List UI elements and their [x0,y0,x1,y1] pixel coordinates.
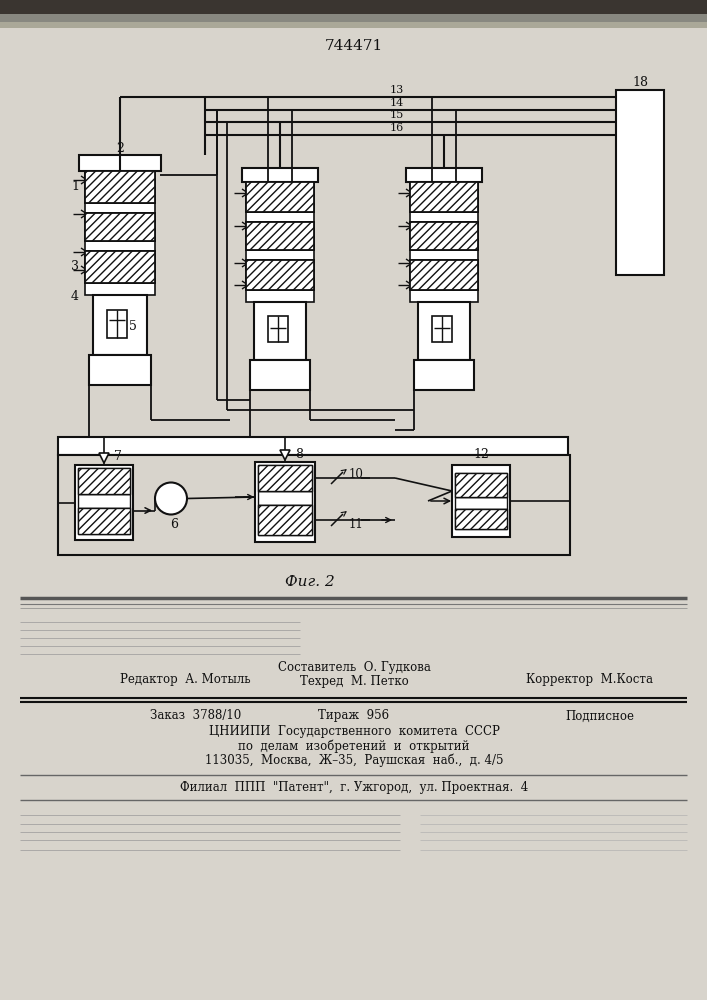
Bar [410,222,478,250]
Bar [410,290,478,302]
Bar [78,468,130,494]
Bar [78,494,130,508]
Text: ЦНИИПИ  Государственного  комитета  СССР: ЦНИИПИ Государственного комитета СССР [209,726,499,738]
Bar [107,310,127,338]
Bar [0,14,707,22]
Bar [410,182,478,212]
Text: 2: 2 [116,142,124,155]
Bar [410,260,478,290]
Bar [410,250,478,260]
Text: 113035,  Москва,  Ж–35,  Раушская  наб.,  д. 4/5: 113035, Москва, Ж–35, Раушская наб., д. … [205,753,503,767]
Bar [85,171,155,203]
Bar [0,22,707,28]
Text: Корректор  М.Коста: Корректор М.Коста [527,674,653,686]
Text: 6: 6 [170,518,178,531]
Text: 18: 18 [632,77,648,90]
Text: по  делам  изобретений  и  открытий: по делам изобретений и открытий [238,739,469,753]
Text: Редактор  А. Мотыль: Редактор А. Мотыль [120,674,250,686]
Text: Подписное: Подписное [565,710,634,722]
Bar [85,203,155,213]
Text: 15: 15 [390,110,404,120]
Bar [242,168,318,182]
Text: Фиг. 2: Фиг. 2 [285,575,335,589]
Bar [258,505,312,535]
Bar [616,90,664,275]
Bar [85,213,155,241]
Text: 14: 14 [390,98,404,108]
Bar [0,0,707,14]
Bar [85,283,155,295]
Text: Составитель  О. Гудкова: Составитель О. Гудкова [278,662,431,674]
Circle shape [155,483,187,514]
Bar [410,212,478,222]
Bar [246,250,314,260]
Text: 5: 5 [129,320,137,332]
Bar [246,182,314,212]
Text: 3: 3 [71,260,79,273]
Text: Филиал  ППП  "Патент",  г. Ужгород,  ул. Проектная.  4: Филиал ППП "Патент", г. Ужгород, ул. Про… [180,782,528,794]
Bar [258,465,312,491]
Bar [268,316,288,342]
Text: 744471: 744471 [325,39,383,53]
Text: 11: 11 [349,518,363,530]
Text: 13: 13 [390,85,404,95]
Bar [89,355,151,385]
Bar [406,168,482,182]
Bar [85,213,155,241]
Text: Тираж  956: Тираж 956 [318,710,390,722]
Text: 8: 8 [295,448,303,460]
Bar [455,473,507,497]
Bar [246,222,314,250]
Text: Заказ  3788/10: Заказ 3788/10 [150,710,241,722]
Bar [258,505,312,535]
Bar [85,171,155,203]
Bar [455,509,507,529]
Bar [93,295,147,355]
Text: 12: 12 [473,448,489,462]
Bar [246,260,314,290]
Bar [410,260,478,290]
Bar [78,508,130,534]
Bar [410,222,478,250]
Bar [250,360,310,390]
Bar [246,182,314,212]
Text: 4: 4 [71,290,79,302]
Bar [246,290,314,302]
Bar [254,302,306,360]
Bar [255,462,315,542]
Bar [246,212,314,222]
Text: 7: 7 [114,450,122,464]
Polygon shape [280,450,290,460]
Text: Техред  М. Петко: Техред М. Петко [300,676,409,688]
Bar [452,465,510,537]
Bar [58,437,568,455]
Bar [455,509,507,529]
Bar [418,302,470,360]
Bar [79,155,161,171]
Text: 16: 16 [390,123,404,133]
Bar [455,473,507,497]
Bar [85,251,155,283]
Bar [58,455,570,555]
Bar [78,468,130,494]
Bar [258,465,312,491]
Bar [414,360,474,390]
Bar [85,251,155,283]
Bar [78,508,130,534]
Bar [75,465,133,540]
Bar [410,182,478,212]
Text: 10: 10 [349,468,364,481]
Polygon shape [99,453,109,463]
Bar [85,241,155,251]
Bar [246,260,314,290]
Bar [455,497,507,509]
Bar [258,491,312,505]
Bar [246,222,314,250]
Text: 1: 1 [71,180,79,194]
Bar [432,316,452,342]
